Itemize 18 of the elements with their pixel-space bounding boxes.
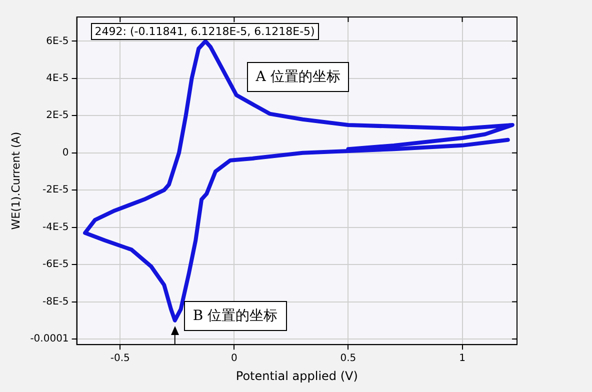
y-tick-label: -4E-5: [42, 222, 69, 233]
x-tick-label: 0.5: [340, 353, 356, 364]
y-tick-label: 0: [62, 147, 69, 158]
y-tick-label: -0.0001: [30, 334, 69, 345]
x-tick-label: 1: [459, 353, 466, 364]
x-axis-title: Potential applied (V): [236, 368, 358, 383]
annotation: 2492: (-0.11841, 6.1218E-5, 6.1218E-5): [90, 23, 319, 40]
y-tick-label: 6E-5: [46, 36, 69, 47]
annotation: A 位置的坐标: [246, 62, 350, 92]
y-tick-label: -6E-5: [42, 259, 69, 270]
y-tick-label: 4E-5: [46, 73, 69, 84]
annotation: B 位置的坐标: [184, 301, 287, 332]
y-axis-title: WE(1).Current (A): [9, 132, 22, 230]
x-tick-label: 0: [230, 353, 238, 364]
x-tick-label: -0.5: [110, 353, 130, 364]
y-tick-label: 2E-5: [46, 110, 69, 122]
y-tick-label: -8E-5: [42, 296, 69, 308]
y-tick-label: -2E-5: [42, 184, 69, 196]
